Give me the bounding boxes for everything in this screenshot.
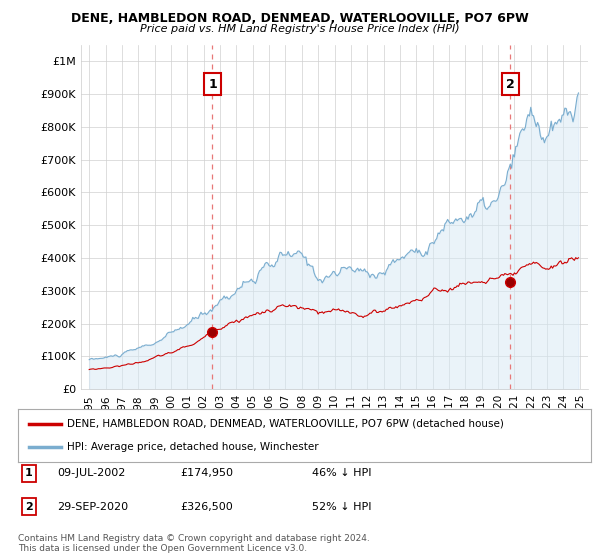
- Text: DENE, HAMBLEDON ROAD, DENMEAD, WATERLOOVILLE, PO7 6PW: DENE, HAMBLEDON ROAD, DENMEAD, WATERLOOV…: [71, 12, 529, 25]
- Text: 2: 2: [25, 502, 32, 512]
- Text: HPI: Average price, detached house, Winchester: HPI: Average price, detached house, Winc…: [67, 442, 319, 452]
- Text: 2: 2: [506, 78, 515, 91]
- Text: 52% ↓ HPI: 52% ↓ HPI: [312, 502, 371, 512]
- Text: 1: 1: [25, 468, 32, 478]
- Text: 46% ↓ HPI: 46% ↓ HPI: [312, 468, 371, 478]
- Text: 1: 1: [208, 78, 217, 91]
- Text: 29-SEP-2020: 29-SEP-2020: [57, 502, 128, 512]
- Text: £326,500: £326,500: [180, 502, 233, 512]
- Text: DENE, HAMBLEDON ROAD, DENMEAD, WATERLOOVILLE, PO7 6PW (detached house): DENE, HAMBLEDON ROAD, DENMEAD, WATERLOOV…: [67, 419, 503, 429]
- Text: £174,950: £174,950: [180, 468, 233, 478]
- Text: Price paid vs. HM Land Registry's House Price Index (HPI): Price paid vs. HM Land Registry's House …: [140, 24, 460, 34]
- Text: Contains HM Land Registry data © Crown copyright and database right 2024.
This d: Contains HM Land Registry data © Crown c…: [18, 534, 370, 553]
- Text: 09-JUL-2002: 09-JUL-2002: [57, 468, 125, 478]
